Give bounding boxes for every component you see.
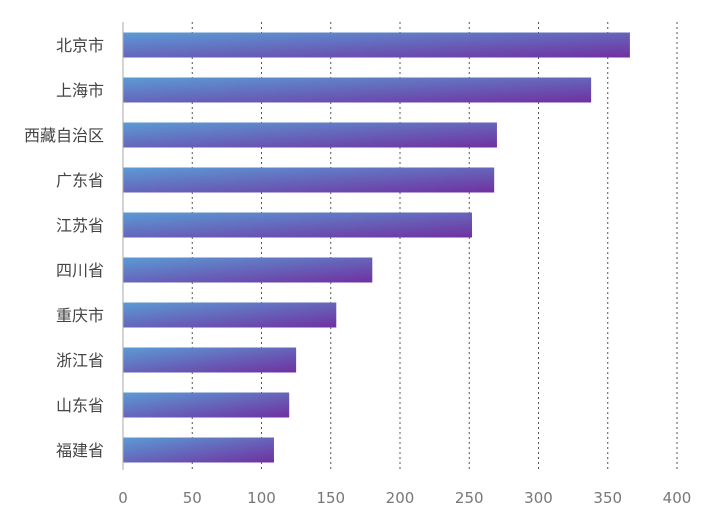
category-label: 上海市 <box>56 81 104 100</box>
category-label: 四川省 <box>56 261 104 280</box>
bar <box>123 392 290 418</box>
category-label: 重庆市 <box>56 306 104 325</box>
category-label: 福建省 <box>56 441 104 460</box>
category-label: 浙江省 <box>56 351 104 370</box>
x-tick-label: 100 <box>247 489 276 507</box>
bar <box>123 167 495 193</box>
category-label: 江苏省 <box>56 216 104 235</box>
bar <box>123 347 297 373</box>
bar <box>123 257 373 283</box>
category-label: 西藏自治区 <box>24 126 104 145</box>
bar <box>123 77 592 103</box>
bar <box>123 437 274 463</box>
category-label: 山东省 <box>56 396 104 415</box>
bar <box>123 32 630 58</box>
bar <box>123 302 337 328</box>
x-axis-ticks: 0 50 100 150 200 250 300 350 400 <box>118 489 691 507</box>
x-tick-label: 250 <box>455 489 484 507</box>
x-tick-label: 150 <box>316 489 345 507</box>
x-tick-label: 350 <box>593 489 622 507</box>
category-label: 北京市 <box>56 36 104 55</box>
x-tick-label: 50 <box>183 489 202 507</box>
x-tick-label: 200 <box>386 489 415 507</box>
bars <box>123 32 630 463</box>
bar <box>123 122 497 148</box>
category-label: 广东省 <box>56 171 104 190</box>
bar <box>123 212 473 238</box>
x-tick-label: 400 <box>663 489 692 507</box>
x-tick-label: 0 <box>118 489 128 507</box>
x-tick-label: 300 <box>524 489 553 507</box>
